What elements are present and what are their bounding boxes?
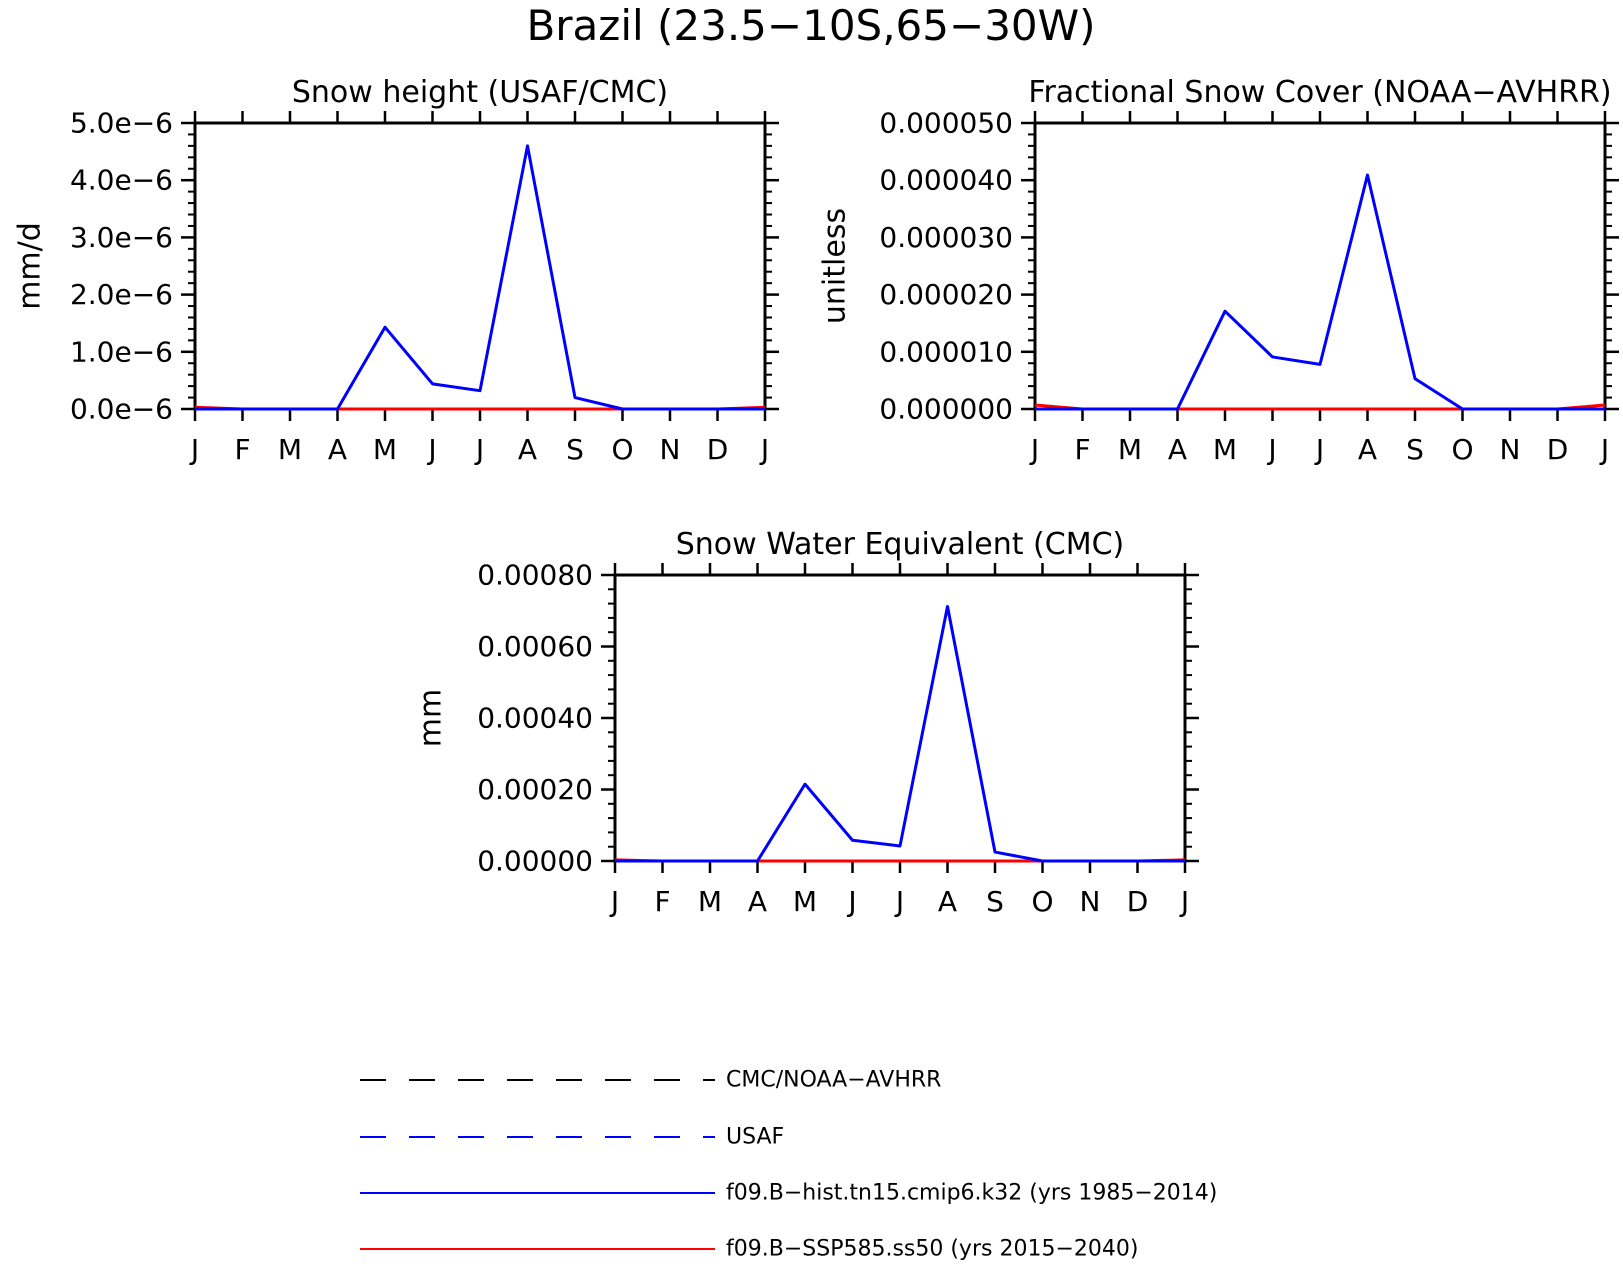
x-tick-label: M: [373, 433, 397, 466]
y-tick-label: 0.00080: [477, 559, 593, 592]
y-tick-label: 0.000050: [879, 107, 1013, 140]
chart-title: Snow height (USAF/CMC): [292, 75, 668, 110]
x-tick-label: J: [1314, 433, 1324, 466]
x-tick-label: N: [660, 433, 681, 466]
y-tick-label: 0.000040: [879, 164, 1013, 197]
plot-frame: [193, 121, 767, 411]
x-tick-label: O: [1451, 433, 1473, 466]
x-tick-label: A: [938, 885, 957, 918]
legend-item: USAF: [360, 1125, 784, 1150]
x-tick-label: J: [1179, 885, 1189, 918]
y-tick-label: 3.0e−6: [70, 221, 173, 254]
x-tick-label: F: [1074, 433, 1090, 466]
legend-label: f09.B−SSP585.ss50 (yrs 2015−2040): [726, 1237, 1138, 1262]
y-tick-label: 0.000030: [879, 221, 1013, 254]
legend-item: f09.B−hist.tn15.cmip6.k32 (yrs 1985−2014…: [360, 1181, 1217, 1206]
x-tick-label: A: [748, 885, 767, 918]
chart-panel-2: Fractional Snow Cover (NOAA−AVHRR) unitle…: [818, 75, 1619, 466]
x-tick-label: D: [707, 433, 729, 466]
y-tick-label: 0.00060: [477, 630, 593, 663]
y-tick-label: 0.00020: [477, 773, 593, 806]
y-tick-label: 2.0e−6: [70, 278, 173, 311]
y-tick-label: 1.0e−6: [70, 335, 173, 368]
legend-label: CMC/NOAA−AVHRR: [726, 1068, 941, 1093]
series-line-hist: [195, 144, 765, 411]
x-tick-label: M: [793, 885, 817, 918]
chart-title: Snow Water Equivalent (CMC): [676, 527, 1124, 562]
legend-item: CMC/NOAA−AVHRR: [360, 1068, 941, 1093]
x-tick-label: D: [1547, 433, 1569, 466]
y-axis-label: mm: [414, 689, 449, 747]
x-tick-label: J: [846, 885, 856, 918]
x-tick-label: F: [654, 885, 670, 918]
plot-frame: [1033, 121, 1607, 411]
x-tick-label: J: [894, 885, 904, 918]
x-tick-label: J: [474, 433, 484, 466]
x-tick-label: M: [1118, 433, 1142, 466]
figure-title: Brazil (23.5−10S,65−30W): [526, 1, 1095, 50]
y-tick-label: 4.0e−6: [70, 164, 173, 197]
x-tick-label: O: [611, 433, 633, 466]
x-tick-label: A: [1168, 433, 1187, 466]
series-line-hist: [1035, 173, 1605, 411]
plot-frame: [613, 573, 1187, 863]
x-tick-label: O: [1031, 885, 1053, 918]
series-line-hist: [615, 604, 1185, 863]
legend-label: USAF: [726, 1125, 784, 1150]
x-tick-label: J: [189, 433, 199, 466]
y-tick-label: 5.0e−6: [70, 107, 173, 140]
x-tick-label: S: [566, 433, 584, 466]
x-tick-label: M: [698, 885, 722, 918]
chart-panel-1: Snow height (USAF/CMC)mm/dJ F M A M J J A S O N D J0…: [13, 75, 779, 466]
legend-label: f09.B−hist.tn15.cmip6.k32 (yrs 1985−2014…: [726, 1181, 1217, 1206]
x-tick-label: J: [426, 433, 436, 466]
x-tick-label: M: [1213, 433, 1237, 466]
y-axis-label: unitless: [818, 208, 853, 324]
y-tick-label: 0.0e−6: [70, 393, 173, 426]
y-axis-label: mm/d: [13, 222, 48, 310]
y-tick-label: 0.000000: [879, 393, 1013, 426]
legend-item: f09.B−SSP585.ss50 (yrs 2015−2040): [360, 1237, 1138, 1262]
x-tick-label: S: [986, 885, 1004, 918]
x-tick-label: M: [278, 433, 302, 466]
x-tick-label: J: [1599, 433, 1609, 466]
x-tick-label: J: [1029, 433, 1039, 466]
y-tick-label: 0.000020: [879, 278, 1013, 311]
x-tick-label: S: [1406, 433, 1424, 466]
legend: CMC/NOAA−AVHRR USAF f09.B−hist.tn15.cmip6.…: [360, 1068, 1217, 1262]
x-tick-label: D: [1127, 885, 1149, 918]
x-tick-label: A: [1358, 433, 1377, 466]
x-tick-label: J: [609, 885, 619, 918]
x-tick-label: N: [1500, 433, 1521, 466]
y-tick-label: 0.00040: [477, 702, 593, 735]
x-tick-label: A: [518, 433, 537, 466]
x-tick-label: F: [234, 433, 250, 466]
chart-panel-3: Snow Water Equivalent (CMC)mmJ F M A M J J A S O N…: [414, 527, 1199, 918]
chart-title: Fractional Snow Cover (NOAA−AVHRR): [1028, 75, 1611, 110]
x-tick-label: N: [1080, 885, 1101, 918]
x-tick-label: J: [759, 433, 769, 466]
x-tick-label: A: [328, 433, 347, 466]
y-tick-label: 0.000010: [879, 335, 1013, 368]
x-tick-label: J: [1266, 433, 1276, 466]
y-tick-label: 0.00000: [477, 845, 593, 878]
